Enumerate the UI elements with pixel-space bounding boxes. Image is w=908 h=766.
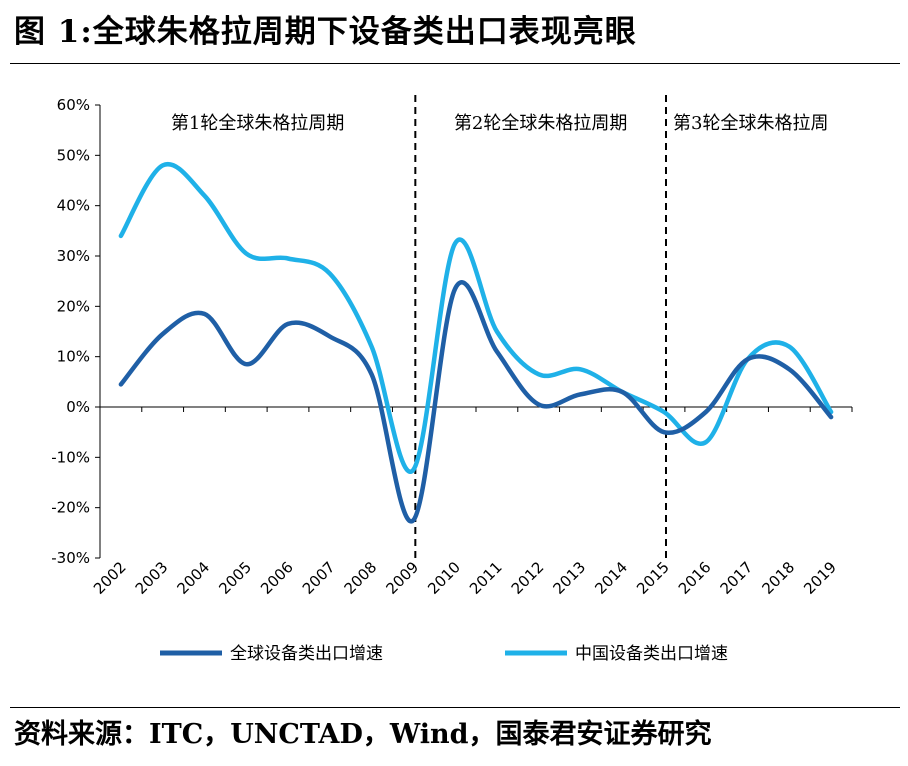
x-tick-label: 2004 <box>174 558 214 598</box>
line-chart: 60%50%40%30%20%10%0%-10%-20%-30% 2002 200… <box>51 95 853 664</box>
legend: 全球设备类出口增速 中国设备类出口增速 <box>160 644 728 664</box>
x-tick-label: 2013 <box>550 558 590 598</box>
phase-labels: 第1轮全球朱格拉周期 第2轮全球朱格拉周期 第3轮全球朱格拉周 <box>171 113 829 134</box>
legend-label: 中国设备类出口增速 <box>575 644 728 664</box>
y-tick-label: -30% <box>51 549 90 567</box>
y-tick-label: -20% <box>51 499 90 517</box>
source-rule <box>10 707 900 708</box>
x-tick-label: 2016 <box>675 558 715 598</box>
phase-label: 第2轮全球朱格拉周期 <box>454 113 627 134</box>
x-tick-label: 2008 <box>341 558 381 598</box>
x-tick-label: 2006 <box>257 558 297 598</box>
series-line-china <box>118 161 834 474</box>
x-tick-label: 2018 <box>758 558 798 598</box>
x-tick-label: 2015 <box>633 558 673 598</box>
x-tick-label: 2010 <box>424 558 464 598</box>
series-line-global <box>118 280 834 524</box>
y-tick-label: 40% <box>57 197 90 215</box>
x-tick-label: 2002 <box>90 558 130 598</box>
x-tick-label: 2014 <box>591 558 631 598</box>
title-rule <box>10 63 900 64</box>
legend-label: 全球设备类出口增速 <box>230 644 383 664</box>
y-tick-label: -10% <box>51 448 90 466</box>
x-tick-label: 2017 <box>717 558 757 598</box>
phase-label: 第3轮全球朱格拉周 <box>673 113 828 134</box>
phase-label: 第1轮全球朱格拉周期 <box>171 113 344 134</box>
y-tick-label: 50% <box>57 146 90 164</box>
figure-title: 图 1:全球朱格拉周期下设备类出口表现亮眼 <box>14 14 637 50</box>
x-tick-label: 2003 <box>132 558 172 598</box>
x-tick-label: 2007 <box>299 558 339 598</box>
x-axis: 2002 2003 2004 2005 2006 2007 2008 2009 2010 2011… <box>90 406 853 598</box>
y-tick-label: 30% <box>57 247 90 265</box>
x-tick-label: 2009 <box>382 558 422 598</box>
x-tick-label: 2005 <box>215 558 255 598</box>
y-axis: 60% 50% 40% 30% 20% 10% 0% -10% -20% -30% <box>51 96 101 567</box>
y-tick-label: 20% <box>57 297 90 315</box>
y-tick-label: 10% <box>57 348 90 366</box>
y-tick-label: 60% <box>57 96 90 114</box>
source-note: 资料来源：ITC，UNCTAD，Wind，国泰君安证券研究 <box>14 719 712 750</box>
series-lines <box>118 161 834 524</box>
x-tick-label: 2011 <box>466 558 506 598</box>
y-tick-label: 0% <box>66 398 90 416</box>
cycle-dividers <box>414 95 667 560</box>
x-tick-label: 2012 <box>508 558 548 598</box>
x-tick-label: 2019 <box>800 558 840 598</box>
